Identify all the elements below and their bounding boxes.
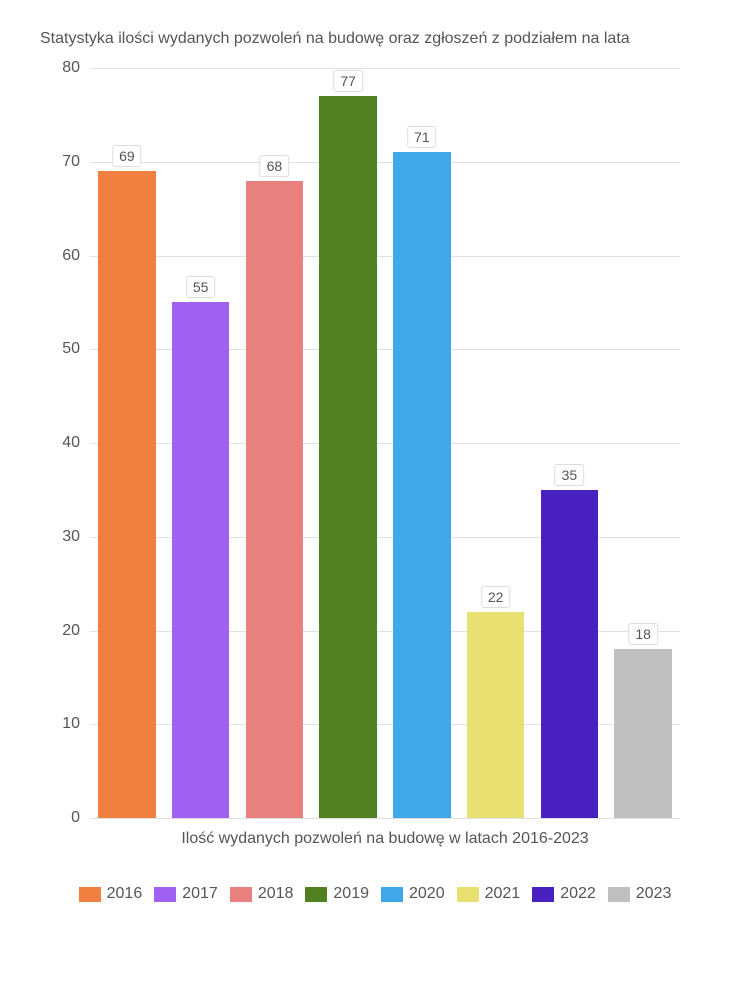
bar-value-label: 69 bbox=[112, 145, 142, 167]
chart-title: Statystyka ilości wydanych pozwoleń na b… bbox=[40, 30, 710, 48]
y-tick-label: 80 bbox=[62, 59, 80, 77]
bar-value-label: 55 bbox=[186, 276, 216, 298]
legend-label: 2023 bbox=[636, 885, 672, 903]
bar: 77 bbox=[319, 96, 377, 818]
y-tick-label: 0 bbox=[71, 809, 80, 827]
grid-line bbox=[90, 162, 680, 163]
y-tick-label: 70 bbox=[62, 153, 80, 171]
legend-label: 2018 bbox=[258, 885, 294, 903]
legend-swatch bbox=[154, 887, 176, 902]
bar: 55 bbox=[172, 302, 230, 818]
bar-value-label: 35 bbox=[555, 464, 585, 486]
legend-swatch bbox=[457, 887, 479, 902]
legend-item: 2018 bbox=[230, 885, 294, 903]
y-tick-label: 60 bbox=[62, 247, 80, 265]
grid-line bbox=[90, 818, 680, 819]
y-tick-label: 10 bbox=[62, 715, 80, 733]
bar-value-label: 68 bbox=[260, 155, 290, 177]
legend-item: 2023 bbox=[608, 885, 672, 903]
bar: 71 bbox=[393, 152, 451, 818]
legend-swatch bbox=[230, 887, 252, 902]
legend-item: 2020 bbox=[381, 885, 445, 903]
legend-item: 2016 bbox=[79, 885, 143, 903]
bar: 68 bbox=[246, 181, 304, 819]
plot-area: Ilość wydanych pozwoleń na budowę w lata… bbox=[90, 68, 680, 818]
bar: 18 bbox=[614, 649, 672, 818]
legend-label: 2017 bbox=[182, 885, 218, 903]
y-tick-label: 20 bbox=[62, 622, 80, 640]
legend-label: 2022 bbox=[560, 885, 596, 903]
legend-label: 2020 bbox=[409, 885, 445, 903]
legend-item: 2021 bbox=[457, 885, 521, 903]
legend-label: 2019 bbox=[333, 885, 369, 903]
grid-line bbox=[90, 68, 680, 69]
legend-swatch bbox=[532, 887, 554, 902]
bar: 35 bbox=[541, 490, 599, 818]
legend-item: 2022 bbox=[532, 885, 596, 903]
y-tick-label: 30 bbox=[62, 528, 80, 546]
legend-swatch bbox=[608, 887, 630, 902]
chart-container: Statystyka ilości wydanych pozwoleń na b… bbox=[40, 30, 710, 970]
legend: 2016 2017 2018 2019 2020 2021 2022 2023 bbox=[40, 885, 710, 903]
bar: 69 bbox=[98, 171, 156, 818]
y-tick-label: 50 bbox=[62, 340, 80, 358]
bar-value-label: 18 bbox=[628, 623, 658, 645]
y-tick-label: 40 bbox=[62, 434, 80, 452]
legend-label: 2016 bbox=[107, 885, 143, 903]
legend-item: 2017 bbox=[154, 885, 218, 903]
legend-item: 2019 bbox=[305, 885, 369, 903]
x-axis-label: Ilość wydanych pozwoleń na budowę w lata… bbox=[90, 830, 680, 848]
bar-value-label: 71 bbox=[407, 126, 437, 148]
bar-value-label: 22 bbox=[481, 586, 511, 608]
grid-line bbox=[90, 256, 680, 257]
legend-swatch bbox=[305, 887, 327, 902]
legend-swatch bbox=[79, 887, 101, 902]
bar: 22 bbox=[467, 612, 525, 818]
bar-value-label: 77 bbox=[333, 70, 363, 92]
legend-label: 2021 bbox=[485, 885, 521, 903]
legend-swatch bbox=[381, 887, 403, 902]
